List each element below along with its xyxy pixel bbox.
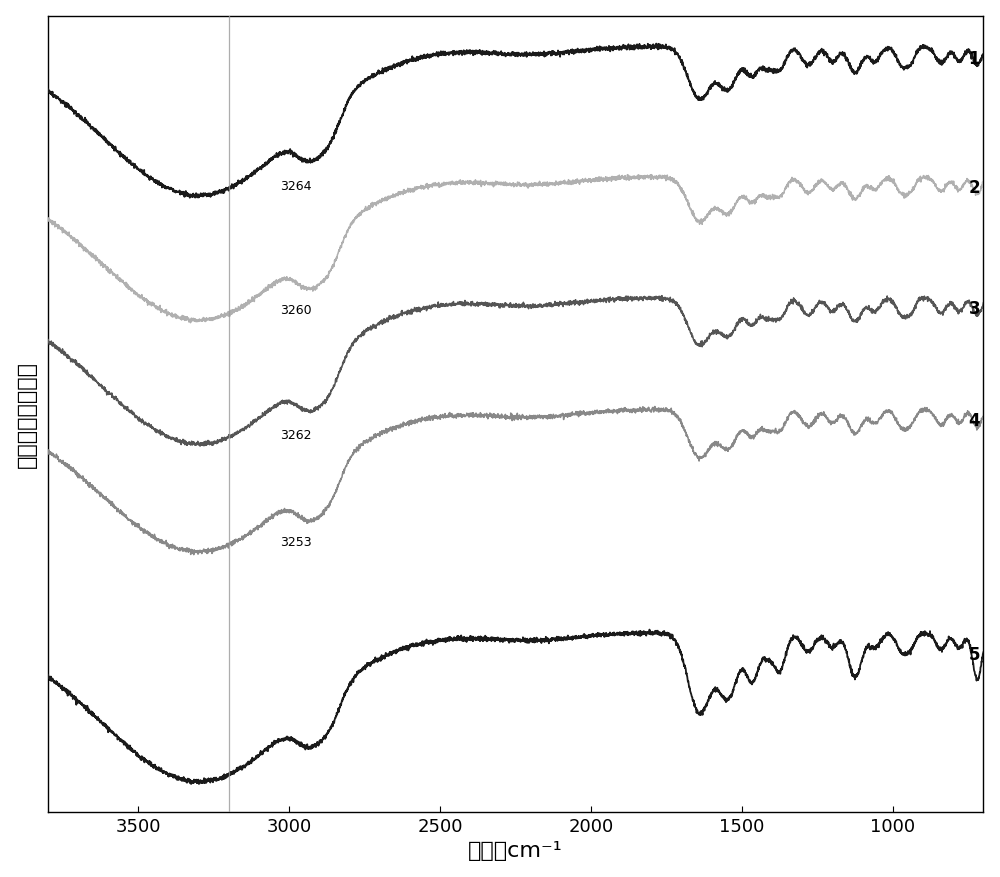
X-axis label: 波数，cm⁻¹: 波数，cm⁻¹: [468, 840, 563, 860]
Text: 3253: 3253: [280, 535, 312, 548]
Text: 1: 1: [969, 50, 980, 68]
Text: 3: 3: [968, 300, 980, 318]
Text: 4: 4: [968, 411, 980, 430]
Text: 3262: 3262: [280, 428, 312, 441]
Text: 5: 5: [969, 645, 980, 663]
Text: 2: 2: [968, 179, 980, 196]
Text: 3264: 3264: [280, 180, 312, 193]
Text: 3260: 3260: [280, 303, 312, 317]
Y-axis label: 透过率，任意单位: 透过率，任意单位: [17, 360, 37, 467]
